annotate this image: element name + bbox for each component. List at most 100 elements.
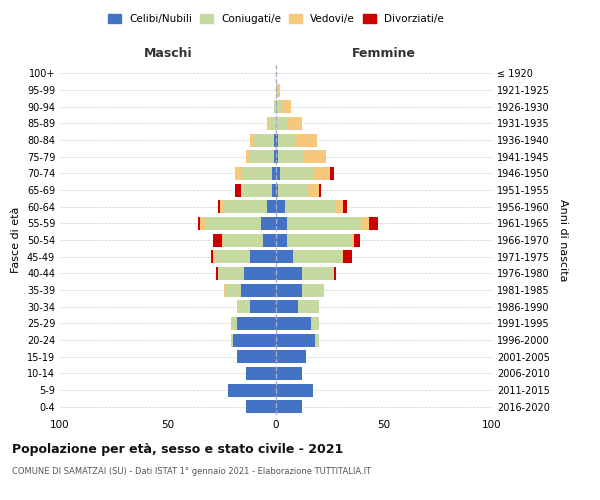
- Bar: [263, 234, 276, 246]
- Bar: [311, 317, 319, 330]
- Bar: [229, 384, 276, 396]
- Bar: [254, 134, 274, 146]
- Bar: [352, 234, 354, 246]
- Bar: [276, 234, 287, 246]
- Bar: [304, 150, 326, 163]
- Bar: [283, 100, 291, 113]
- Bar: [276, 267, 302, 280]
- Bar: [246, 400, 276, 413]
- Bar: [298, 300, 319, 313]
- Bar: [268, 117, 269, 130]
- Bar: [354, 234, 360, 246]
- Bar: [319, 184, 322, 196]
- Bar: [269, 117, 276, 130]
- Bar: [274, 134, 276, 146]
- Bar: [280, 167, 313, 180]
- Bar: [235, 184, 241, 196]
- Bar: [330, 167, 334, 180]
- Bar: [341, 250, 343, 263]
- Bar: [276, 334, 315, 346]
- Bar: [315, 334, 319, 346]
- Bar: [237, 300, 250, 313]
- Bar: [313, 167, 330, 180]
- Bar: [278, 134, 295, 146]
- Y-axis label: Anni di nascita: Anni di nascita: [558, 198, 568, 281]
- Bar: [276, 117, 287, 130]
- Bar: [215, 250, 250, 263]
- Bar: [200, 217, 205, 230]
- Bar: [276, 400, 302, 413]
- Bar: [224, 234, 263, 246]
- Y-axis label: Fasce di età: Fasce di età: [11, 207, 21, 273]
- Bar: [261, 217, 276, 230]
- Bar: [276, 300, 298, 313]
- Bar: [334, 267, 337, 280]
- Bar: [198, 217, 200, 230]
- Bar: [276, 184, 278, 196]
- Bar: [276, 100, 283, 113]
- Bar: [237, 317, 276, 330]
- Bar: [343, 250, 352, 263]
- Text: COMUNE DI SAMATZAI (SU) - Dati ISTAT 1° gennaio 2021 - Elaborazione TUTTITALIA.I: COMUNE DI SAMATZAI (SU) - Dati ISTAT 1° …: [12, 468, 371, 476]
- Bar: [214, 250, 215, 263]
- Bar: [343, 200, 347, 213]
- Bar: [215, 267, 218, 280]
- Bar: [337, 200, 343, 213]
- Bar: [272, 167, 276, 180]
- Bar: [284, 200, 337, 213]
- Bar: [214, 234, 222, 246]
- Bar: [241, 167, 272, 180]
- Text: Femmine: Femmine: [352, 47, 416, 60]
- Bar: [241, 284, 276, 296]
- Bar: [226, 284, 241, 296]
- Bar: [276, 317, 311, 330]
- Bar: [250, 134, 254, 146]
- Bar: [308, 184, 319, 196]
- Bar: [250, 250, 276, 263]
- Bar: [276, 84, 278, 96]
- Bar: [205, 217, 261, 230]
- Bar: [218, 200, 220, 213]
- Bar: [241, 184, 272, 196]
- Bar: [302, 284, 323, 296]
- Bar: [287, 217, 362, 230]
- Bar: [276, 150, 278, 163]
- Bar: [362, 217, 369, 230]
- Text: Maschi: Maschi: [143, 47, 193, 60]
- Bar: [276, 350, 306, 363]
- Bar: [369, 217, 377, 230]
- Bar: [237, 350, 276, 363]
- Bar: [274, 150, 276, 163]
- Bar: [235, 167, 241, 180]
- Bar: [278, 184, 308, 196]
- Bar: [278, 150, 304, 163]
- Bar: [211, 250, 214, 263]
- Bar: [250, 300, 276, 313]
- Bar: [244, 267, 276, 280]
- Bar: [220, 200, 224, 213]
- Bar: [278, 84, 280, 96]
- Bar: [276, 367, 302, 380]
- Bar: [287, 117, 302, 130]
- Bar: [222, 234, 224, 246]
- Bar: [224, 200, 268, 213]
- Bar: [218, 267, 244, 280]
- Bar: [276, 217, 287, 230]
- Bar: [276, 167, 280, 180]
- Bar: [276, 250, 293, 263]
- Bar: [230, 317, 237, 330]
- Bar: [272, 184, 276, 196]
- Bar: [230, 334, 233, 346]
- Bar: [293, 250, 341, 263]
- Legend: Celibi/Nubili, Coniugati/e, Vedovi/e, Divorziati/e: Celibi/Nubili, Coniugati/e, Vedovi/e, Di…: [104, 10, 448, 29]
- Bar: [302, 267, 334, 280]
- Bar: [276, 284, 302, 296]
- Text: Popolazione per età, sesso e stato civile - 2021: Popolazione per età, sesso e stato civil…: [12, 442, 343, 456]
- Bar: [268, 200, 276, 213]
- Bar: [276, 200, 284, 213]
- Bar: [250, 150, 274, 163]
- Bar: [224, 284, 226, 296]
- Bar: [246, 367, 276, 380]
- Bar: [287, 234, 352, 246]
- Bar: [246, 150, 250, 163]
